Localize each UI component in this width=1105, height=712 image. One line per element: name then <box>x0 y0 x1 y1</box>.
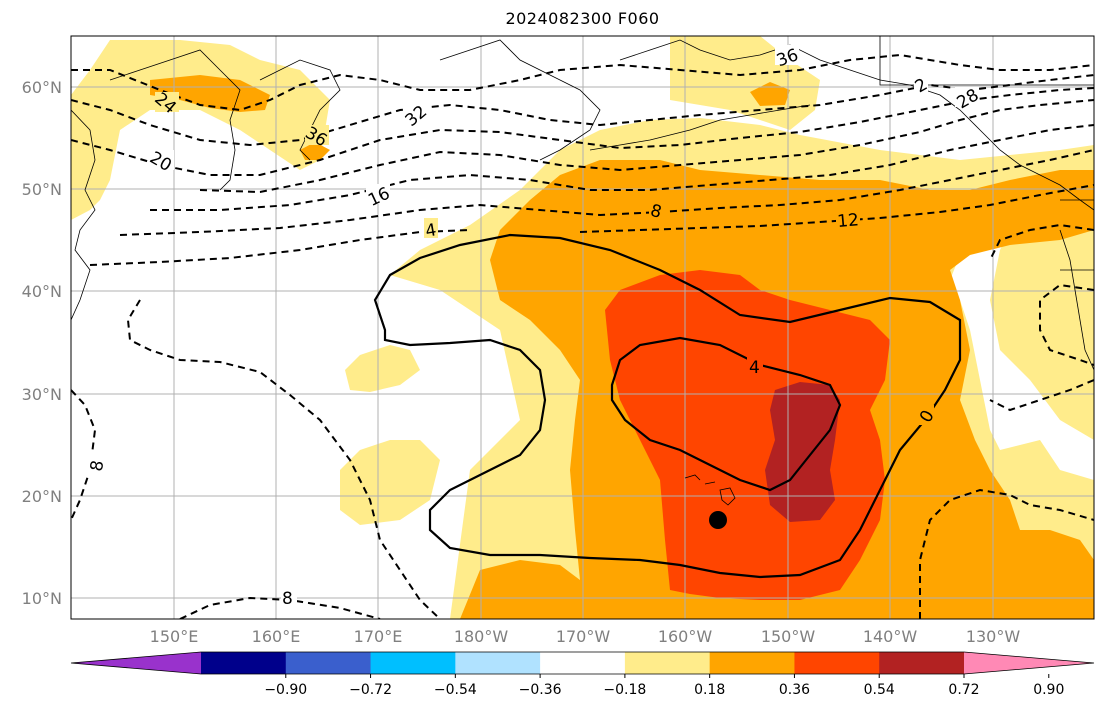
colorbar-tick-label: −0.72 <box>349 682 392 698</box>
lon-label: 160°E <box>252 627 301 646</box>
colorbar: −0.90 −0.72 −0.54 −0.36 −0.18 0.18 0.36 0.54 0.7… <box>70 651 1095 698</box>
colorbar-extend-high <box>964 652 1094 674</box>
contour-label: 4 <box>424 220 438 242</box>
contour-label: 8 <box>87 459 109 473</box>
lon-label: 180°W <box>454 627 509 646</box>
lat-label: 40°N <box>22 282 62 301</box>
map-title: 2024082300 F060 <box>505 9 660 28</box>
lon-label: 170°E <box>354 627 403 646</box>
solid-contours <box>373 233 962 579</box>
longitude-labels: 150°E 160°E 170°E 180°W 170°W 160°W 150°… <box>150 627 1021 646</box>
lat-label: 30°N <box>22 385 62 404</box>
colorbar-tick-label: 0.72 <box>948 682 979 698</box>
contour-label: 8 <box>282 589 293 609</box>
colorbar-tick-label: −0.90 <box>264 682 307 698</box>
lat-label: 10°N <box>22 589 62 608</box>
colorbar-swatch <box>624 652 711 674</box>
colorbar-swatch <box>879 652 965 674</box>
shade-darkred <box>765 382 840 522</box>
colorbar-swatch <box>201 652 287 674</box>
map-frame <box>70 35 1095 620</box>
lon-label: 160°W <box>658 627 713 646</box>
coastlines <box>71 36 1094 506</box>
colorbar-tick-label: 0.36 <box>779 682 810 698</box>
colorbar-tick-label: −0.18 <box>603 682 646 698</box>
contour-label: 4 <box>749 358 760 378</box>
latitude-labels: 60°N 50°N 40°N 30°N 20°N 10°N <box>22 78 62 608</box>
colorbar-extend-low <box>71 652 201 674</box>
colorbar-swatch <box>540 652 626 674</box>
colorbar-tick-label: 0.90 <box>1033 682 1064 698</box>
lon-label: 170°W <box>556 627 611 646</box>
colorbar-tick-label: −0.36 <box>519 682 562 698</box>
lon-label: 150°W <box>761 627 816 646</box>
lon-label: 150°E <box>150 627 199 646</box>
colorbar-swatch <box>455 652 541 674</box>
lat-label: 50°N <box>22 180 62 199</box>
colorbar-swatch <box>370 652 456 674</box>
shading-layer <box>71 36 1094 619</box>
contour-label: 8 <box>648 201 664 223</box>
lon-label: 140°W <box>863 627 918 646</box>
contour-label: 12 <box>836 210 859 232</box>
colorbar-tick-label: 0.18 <box>694 682 725 698</box>
lon-label: 130°W <box>966 627 1021 646</box>
colorbar-outline <box>70 651 1095 675</box>
colorbar-swatch <box>794 652 880 674</box>
lat-label: 20°N <box>22 487 62 506</box>
storm-position-marker <box>709 511 727 529</box>
colorbar-swatch <box>285 652 372 674</box>
colorbar-tick-label: 0.54 <box>864 682 895 698</box>
lat-label: 60°N <box>22 78 62 97</box>
colorbar-tick-label: −0.54 <box>434 682 477 698</box>
colorbar-swatch <box>709 652 795 674</box>
